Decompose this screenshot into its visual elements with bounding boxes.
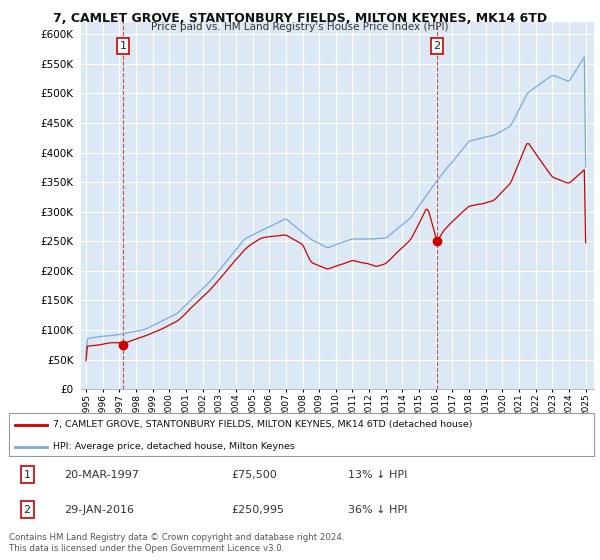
Text: 1: 1 xyxy=(119,41,127,51)
Text: 7, CAMLET GROVE, STANTONBURY FIELDS, MILTON KEYNES, MK14 6TD: 7, CAMLET GROVE, STANTONBURY FIELDS, MIL… xyxy=(53,12,547,25)
Text: Contains HM Land Registry data © Crown copyright and database right 2024.
This d: Contains HM Land Registry data © Crown c… xyxy=(9,533,344,553)
Text: £250,995: £250,995 xyxy=(232,505,284,515)
Text: Price paid vs. HM Land Registry's House Price Index (HPI): Price paid vs. HM Land Registry's House … xyxy=(151,22,449,32)
Text: 1: 1 xyxy=(23,470,31,479)
Text: 36% ↓ HPI: 36% ↓ HPI xyxy=(348,505,407,515)
Text: 7, CAMLET GROVE, STANTONBURY FIELDS, MILTON KEYNES, MK14 6TD (detached house): 7, CAMLET GROVE, STANTONBURY FIELDS, MIL… xyxy=(53,421,472,430)
Text: 13% ↓ HPI: 13% ↓ HPI xyxy=(348,470,407,479)
Text: 2: 2 xyxy=(434,41,440,51)
Text: 20-MAR-1997: 20-MAR-1997 xyxy=(65,470,140,479)
Text: 29-JAN-2016: 29-JAN-2016 xyxy=(65,505,134,515)
Text: £75,500: £75,500 xyxy=(232,470,277,479)
Text: HPI: Average price, detached house, Milton Keynes: HPI: Average price, detached house, Milt… xyxy=(53,442,295,451)
Text: 2: 2 xyxy=(23,505,31,515)
